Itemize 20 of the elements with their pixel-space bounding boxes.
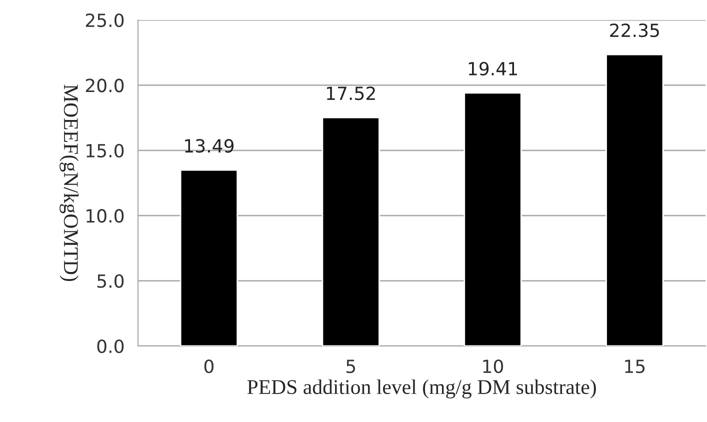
y-tick-label: 20.0 xyxy=(86,78,124,92)
y-axis-title: MOEEF(gN/kgOMTD) xyxy=(60,84,79,282)
data-label: 22.35 xyxy=(610,24,659,38)
x-tick-label: 5 xyxy=(346,360,356,374)
y-tick-label: 5.0 xyxy=(97,274,124,288)
y-tick-label: 25.0 xyxy=(86,13,124,28)
bar xyxy=(606,54,664,346)
x-tick-label: 15 xyxy=(625,360,645,374)
y-tick-label: 10.0 xyxy=(86,209,124,223)
bar xyxy=(464,92,522,346)
bar xyxy=(322,116,380,346)
x-axis-title: PEDS addition level (mg/g DM substrate) xyxy=(247,379,596,398)
bar xyxy=(180,169,238,346)
data-label: 19.41 xyxy=(468,62,517,76)
y-tick-label: 15.0 xyxy=(86,144,124,158)
data-label: 13.49 xyxy=(185,139,234,153)
x-tick-label: 10 xyxy=(483,360,504,374)
data-label: 17.52 xyxy=(326,86,375,100)
y-tick-label: 0.0 xyxy=(97,339,124,354)
x-tick-label: 0 xyxy=(204,360,214,374)
